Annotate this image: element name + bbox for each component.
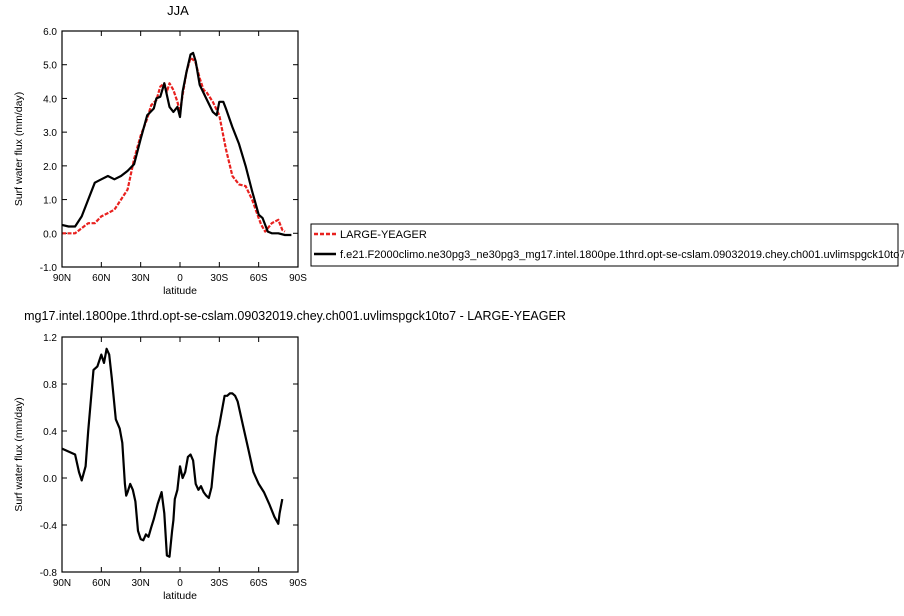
- chart-1-ytick-label: 1.0: [43, 196, 57, 207]
- chart-2-xtick-label: 30S: [210, 578, 228, 589]
- chart-1-series-1-line: [62, 56, 286, 235]
- legend-box: [310, 223, 899, 267]
- chart-1-xtick-label: 60S: [250, 273, 268, 284]
- chart-1-frame: [61, 30, 299, 268]
- chart-2-xtick-label: 30N: [131, 578, 149, 589]
- chart-2-ylabel: Surf water flux (mm/day): [13, 397, 25, 511]
- chart-2-series-1-line: [61, 347, 284, 558]
- chart-2-ytick-label: 0.0: [43, 474, 57, 485]
- chart-1-xtick-label: 90S: [289, 273, 307, 284]
- chart-2-ytick-label: -0.4: [40, 521, 58, 532]
- chart-2: -0.8 -0.4 0.0 0.4 0.8 1.2 90N 60N 30N 0 30S 60S 90S l…: [13, 333, 307, 602]
- chart-1-ytick-label: 4.0: [43, 94, 57, 105]
- chart-1-xtick-label: 90N: [53, 273, 71, 284]
- chart-2-xlabel: latitude: [163, 590, 197, 602]
- legend: LARGE-YEAGER f.e21.F2000climo.ne30pg3_ne…: [310, 223, 904, 267]
- legend-label-large-yeager: LARGE-YEAGER: [340, 229, 427, 241]
- chart-1-ytick-label: 3.0: [43, 128, 57, 139]
- chart-1-xlabel: latitude: [163, 285, 197, 297]
- chart-2-title: mg17.intel.1800pe.1thrd.opt-se-cslam.090…: [24, 309, 566, 323]
- chart-2-ytick-label: -0.8: [40, 568, 58, 579]
- chart-2-xtick-label: 60S: [250, 578, 268, 589]
- chart-2-ytick-label: 0.8: [43, 380, 57, 391]
- chart-1-title: JJA: [167, 3, 189, 18]
- chart-1-xtick-label: 30N: [131, 273, 149, 284]
- chart-2-xtick-label: 60N: [92, 578, 110, 589]
- chart-1-ytick-label: 2.0: [43, 162, 57, 173]
- chart-1-ytick-label: 0.0: [43, 229, 57, 240]
- chart-2-ytick-label: 1.2: [43, 333, 57, 344]
- chart-1-xtick-label: 60N: [92, 273, 110, 284]
- chart-2-xtick-label: 0: [177, 578, 183, 589]
- chart-1-xtick-label: 0: [177, 273, 183, 284]
- chart-2-ytick-label: 0.4: [43, 427, 57, 438]
- chart-1-ytick-label: 6.0: [43, 27, 57, 38]
- chart-2-frame: [61, 336, 299, 573]
- chart-1-xtick-label: 30S: [210, 273, 228, 284]
- chart-1-series-2-line: [61, 51, 292, 237]
- chart-2-xtick-label: 90S: [289, 578, 307, 589]
- chart-1-ylabel: Surf water flux (mm/day): [13, 92, 25, 206]
- chart-1-ytick-label: 5.0: [43, 61, 57, 72]
- chart-1: -1.0 0.0 1.0 2.0 3.0 4.0 5.0 6.0 90N 60N 30N 0 30S 60…: [13, 27, 307, 297]
- chart-2-xtick-label: 90N: [53, 578, 71, 589]
- chart-1-ytick-label: -1.0: [40, 263, 58, 274]
- legend-label-model: f.e21.F2000climo.ne30pg3_ne30pg3_mg17.in…: [340, 249, 904, 261]
